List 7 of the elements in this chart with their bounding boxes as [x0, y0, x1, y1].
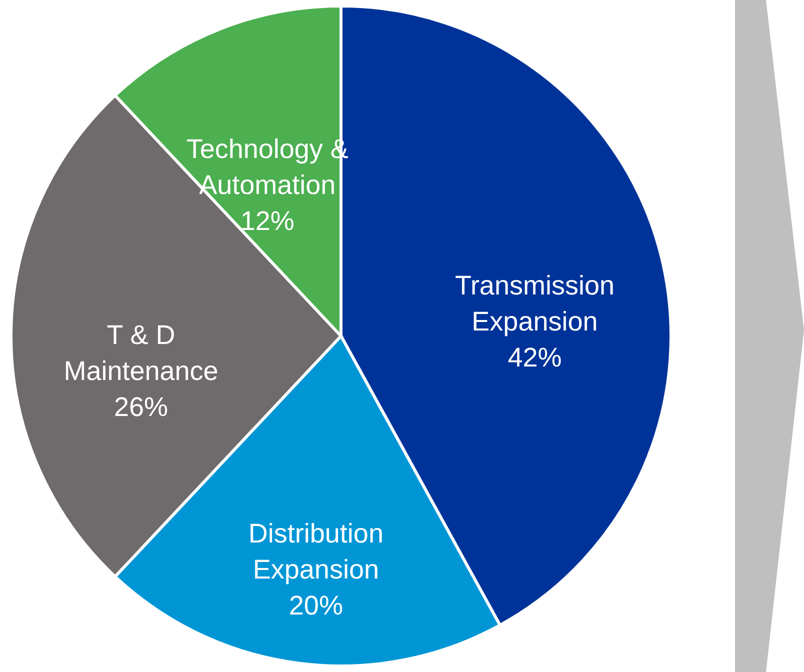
data-label: 26% [114, 392, 168, 422]
slice-label: Distribution Expansion [248, 518, 384, 584]
data-label: 42% [508, 342, 562, 372]
data-label: 20% [288, 590, 343, 620]
slice-label: Transmission Expansion [454, 270, 614, 336]
data-label: 12% [240, 206, 294, 236]
slice-label: T & D Maintenance [64, 320, 218, 386]
